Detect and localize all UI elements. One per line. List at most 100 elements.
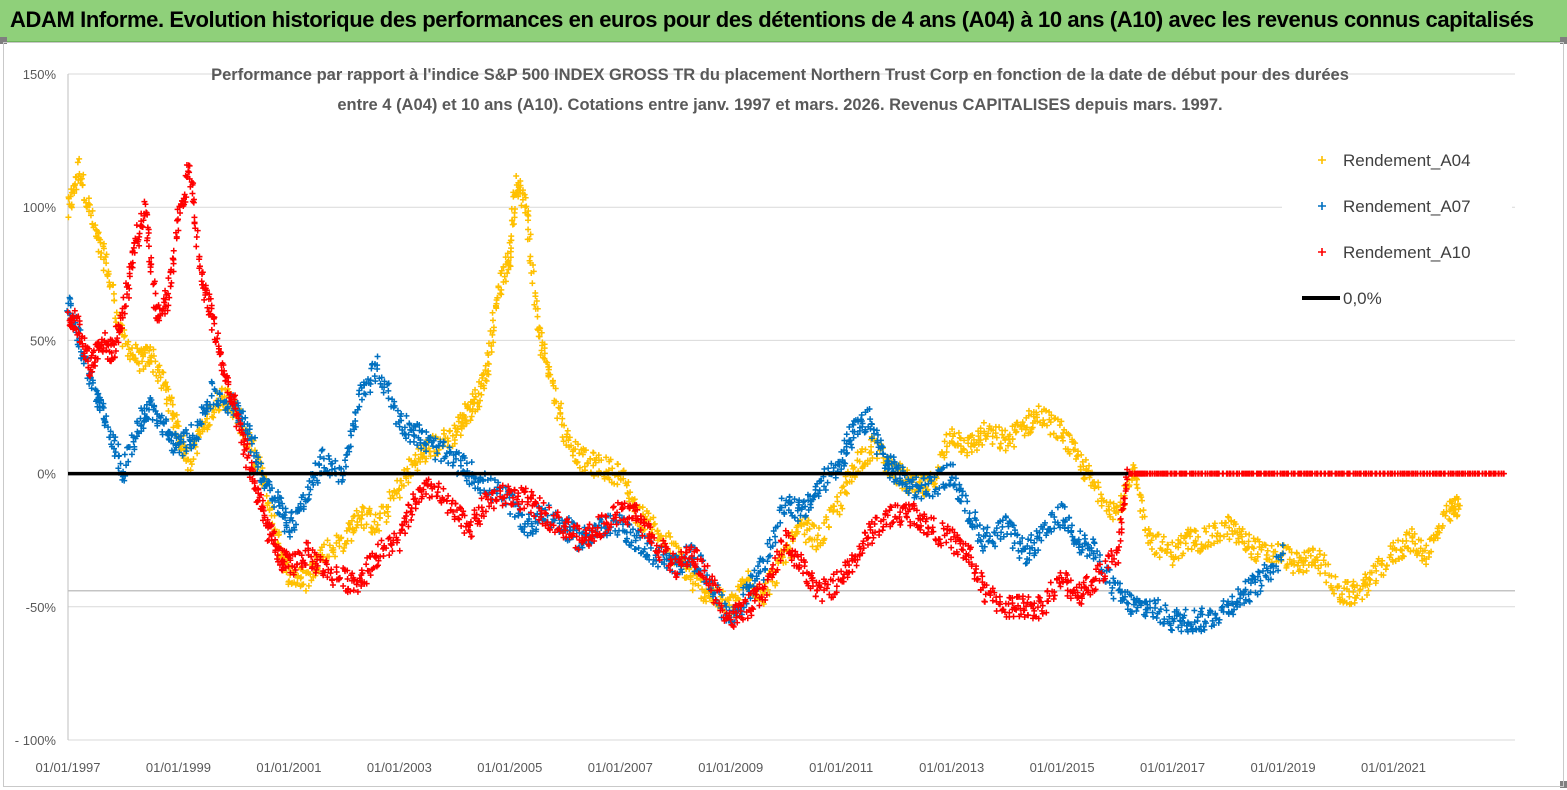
data-point-rendement-a04 [294, 580, 301, 587]
data-point-rendement-a04 [336, 543, 343, 550]
data-point-rendement-a07 [358, 396, 365, 403]
data-point-rendement-a04 [525, 226, 532, 233]
data-point-rendement-a04 [560, 438, 567, 445]
data-point-rendement-a10 [610, 504, 617, 511]
data-point-rendement-a04 [579, 451, 586, 458]
data-point-rendement-a04 [160, 369, 167, 376]
data-point-rendement-a10 [1045, 598, 1052, 605]
data-point-rendement-a04 [568, 442, 575, 449]
data-point-rendement-a04 [1367, 577, 1374, 584]
data-point-rendement-a04 [1293, 549, 1300, 556]
data-point-rendement-a04 [1211, 540, 1218, 547]
data-point-rendement-a10 [145, 243, 152, 250]
data-point-rendement-a04 [472, 393, 479, 400]
data-point-rendement-a07 [134, 418, 141, 425]
data-point-rendement-a04 [821, 535, 828, 542]
data-point-rendement-a04 [1382, 566, 1389, 573]
data-point-rendement-a04 [1009, 436, 1016, 443]
data-point-rendement-a04 [194, 450, 201, 457]
data-point-rendement-a04 [530, 268, 537, 275]
data-point-rendement-a07 [825, 465, 832, 472]
data-point-rendement-a04 [340, 548, 347, 555]
data-point-rendement-a04 [1339, 591, 1346, 598]
data-point-rendement-a04 [1098, 491, 1105, 498]
resize-handle-top-left[interactable] [0, 37, 7, 44]
data-point-rendement-a04 [1071, 446, 1078, 453]
data-point-rendement-a04 [502, 254, 509, 261]
data-point-rendement-a10 [240, 451, 247, 458]
data-point-rendement-a04 [576, 464, 583, 471]
data-point-rendement-a07 [275, 489, 282, 496]
data-point-rendement-a07 [115, 441, 122, 448]
data-point-rendement-a04 [643, 507, 650, 514]
data-point-rendement-a10 [853, 562, 860, 569]
data-point-rendement-a04 [146, 347, 153, 354]
data-point-rendement-a04 [463, 418, 470, 425]
data-point-rendement-a04 [494, 294, 501, 301]
data-point-rendement-a04 [263, 492, 270, 499]
data-point-rendement-a04 [469, 391, 476, 398]
data-point-rendement-a04 [527, 231, 534, 238]
data-point-rendement-a04 [1188, 546, 1195, 553]
data-point-rendement-a04 [1379, 557, 1386, 564]
data-point-rendement-a07 [97, 397, 104, 404]
data-point-rendement-a04 [992, 430, 999, 437]
data-point-rendement-a04 [1013, 428, 1020, 435]
data-point-rendement-a04 [345, 524, 352, 531]
data-point-rendement-a04 [558, 400, 565, 407]
data-point-rendement-a04 [305, 582, 312, 589]
data-point-rendement-a07 [1133, 607, 1140, 614]
data-point-rendement-a04 [941, 438, 948, 445]
data-point-rendement-a07 [116, 452, 123, 459]
data-point-rendement-a04 [989, 433, 996, 440]
data-point-rendement-a04 [1286, 545, 1293, 552]
data-point-rendement-a04 [1156, 554, 1163, 561]
data-point-rendement-a07 [1125, 600, 1132, 607]
data-point-rendement-a04 [689, 587, 696, 594]
data-point-rendement-a04 [385, 503, 392, 510]
data-point-rendement-a04 [154, 378, 161, 385]
data-point-rendement-a04 [1019, 419, 1026, 426]
data-point-rendement-a04 [1023, 424, 1030, 431]
data-point-rendement-a04 [552, 385, 559, 392]
data-point-rendement-a07 [141, 411, 148, 418]
data-point-rendement-a04 [1035, 403, 1042, 410]
data-point-rendement-a07 [1028, 532, 1035, 539]
data-point-rendement-a04 [417, 458, 424, 465]
data-point-rendement-a04 [1354, 592, 1361, 599]
resize-handle-top-right[interactable] [1560, 37, 1567, 44]
data-point-rendement-a04 [1290, 569, 1297, 576]
data-point-rendement-a04 [135, 360, 142, 367]
data-point-rendement-a04 [587, 455, 594, 462]
data-point-rendement-a04 [405, 479, 412, 486]
data-point-rendement-a04 [1395, 537, 1402, 544]
data-point-rendement-a04 [76, 170, 83, 177]
data-point-rendement-a04 [1220, 533, 1227, 540]
data-point-rendement-a04 [1158, 547, 1165, 554]
data-point-rendement-a07 [1258, 582, 1265, 589]
data-point-rendement-a07 [873, 450, 880, 457]
data-point-rendement-a04 [1180, 550, 1187, 557]
data-point-rendement-a04 [745, 568, 752, 575]
data-point-rendement-a04 [566, 434, 573, 441]
data-point-rendement-a04 [1363, 574, 1370, 581]
data-point-rendement-a04 [1175, 555, 1182, 562]
data-point-rendement-a04 [1172, 553, 1179, 560]
data-point-rendement-a10 [380, 545, 387, 552]
data-point-rendement-a04 [1073, 453, 1080, 460]
data-point-rendement-a04 [210, 414, 217, 421]
data-point-rendement-a07 [1051, 525, 1058, 532]
data-point-rendement-a04 [386, 488, 393, 495]
data-point-rendement-a04 [1316, 547, 1323, 554]
data-point-rendement-a04 [112, 315, 119, 322]
data-point-rendement-a04 [1328, 572, 1335, 579]
data-point-rendement-a04 [1368, 569, 1375, 576]
data-point-rendement-a07 [1178, 628, 1185, 635]
data-point-rendement-a04 [699, 586, 706, 593]
data-point-rendement-a04 [1303, 567, 1310, 574]
banner-title: ADAM Informe. Evolution historique des p… [10, 7, 1534, 32]
data-point-rendement-a04 [100, 245, 107, 252]
data-point-rendement-a04 [170, 424, 177, 431]
data-point-rendement-a04 [497, 290, 504, 297]
data-point-rendement-a07 [1191, 607, 1198, 614]
